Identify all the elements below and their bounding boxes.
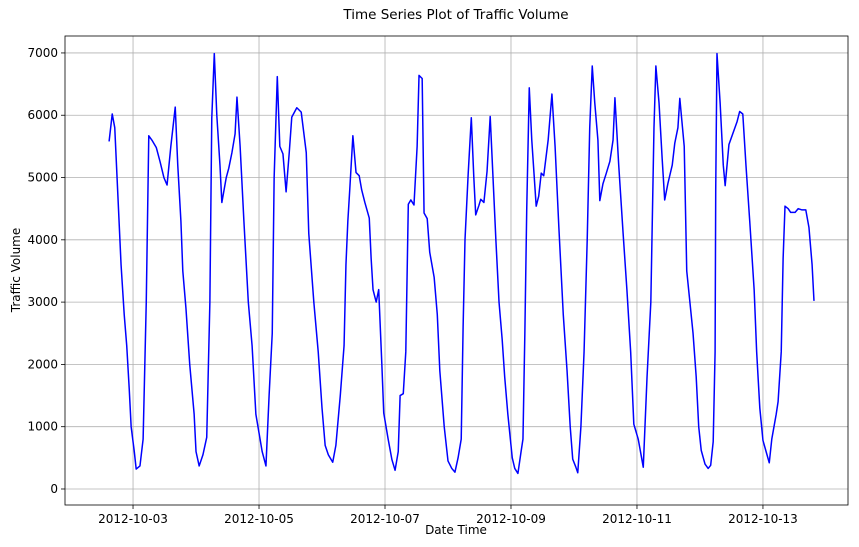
series-line [108, 52, 815, 475]
x-tick-label: 2012-10-13 [728, 512, 798, 526]
x-tick-label: 2012-10-03 [98, 512, 168, 526]
x-tick-label: 2012-10-11 [602, 512, 672, 526]
x-tick-label: 2012-10-09 [476, 512, 546, 526]
y-tick-label: 3000 [27, 295, 58, 309]
x-tick-label: 2012-10-05 [224, 512, 294, 526]
y-axis-label: Traffic Volume [9, 228, 23, 314]
y-tick-label: 2000 [27, 357, 58, 371]
plot-frame [64, 35, 849, 506]
chart-title: Time Series Plot of Traffic Volume [342, 7, 568, 23]
y-tick-label: 1000 [27, 420, 58, 434]
y-tick-label: 5000 [27, 171, 58, 185]
y-tick-label: 4000 [27, 233, 58, 247]
y-tick-label: 0 [50, 482, 58, 496]
y-tick-label: 6000 [27, 108, 58, 122]
y-tick-label: 7000 [27, 46, 58, 60]
x-axis-label: Date Time [425, 523, 487, 537]
x-tick-label: 2012-10-07 [350, 512, 420, 526]
